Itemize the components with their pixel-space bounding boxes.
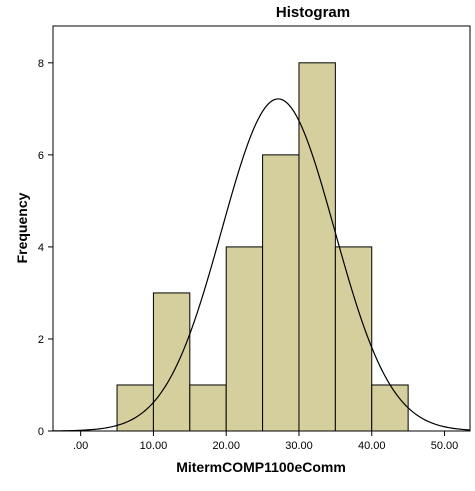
y-tick-label: 4 — [38, 242, 44, 254]
x-axis-label: MitermCOMP1100eComm — [176, 459, 346, 475]
x-tick-label: 50.00 — [431, 440, 459, 452]
y-axis-label: Frequency — [14, 192, 30, 263]
histogram-bar-6 — [298, 62, 336, 432]
histogram-bar-3 — [189, 384, 227, 432]
histogram-bar-4 — [225, 246, 264, 432]
histogram-bar-8 — [371, 384, 409, 432]
histogram-bar-2 — [152, 292, 191, 432]
y-axis: 0 2 4 6 8 — [38, 58, 53, 438]
histogram-bar-5 — [262, 154, 300, 432]
curve-group — [52, 98, 471, 432]
y-tick-label: 6 — [38, 150, 44, 162]
x-tick-label: 10.00 — [140, 440, 168, 452]
y-tick-label: 8 — [38, 58, 44, 70]
histogram-bar-7 — [334, 246, 373, 432]
y-tick-label: 0 — [38, 426, 44, 438]
x-tick-label: 30.00 — [285, 440, 313, 452]
x-tick-label: .00 — [73, 440, 88, 452]
y-tick-label: 2 — [38, 334, 44, 346]
x-tick-label: 20.00 — [212, 440, 240, 452]
x-tick-label: 40.00 — [358, 440, 386, 452]
normal-curve — [52, 98, 471, 432]
chart-title: Histogram — [276, 4, 350, 21]
x-axis: .00 10.00 20.00 30.00 40.00 50.00 — [73, 431, 458, 452]
